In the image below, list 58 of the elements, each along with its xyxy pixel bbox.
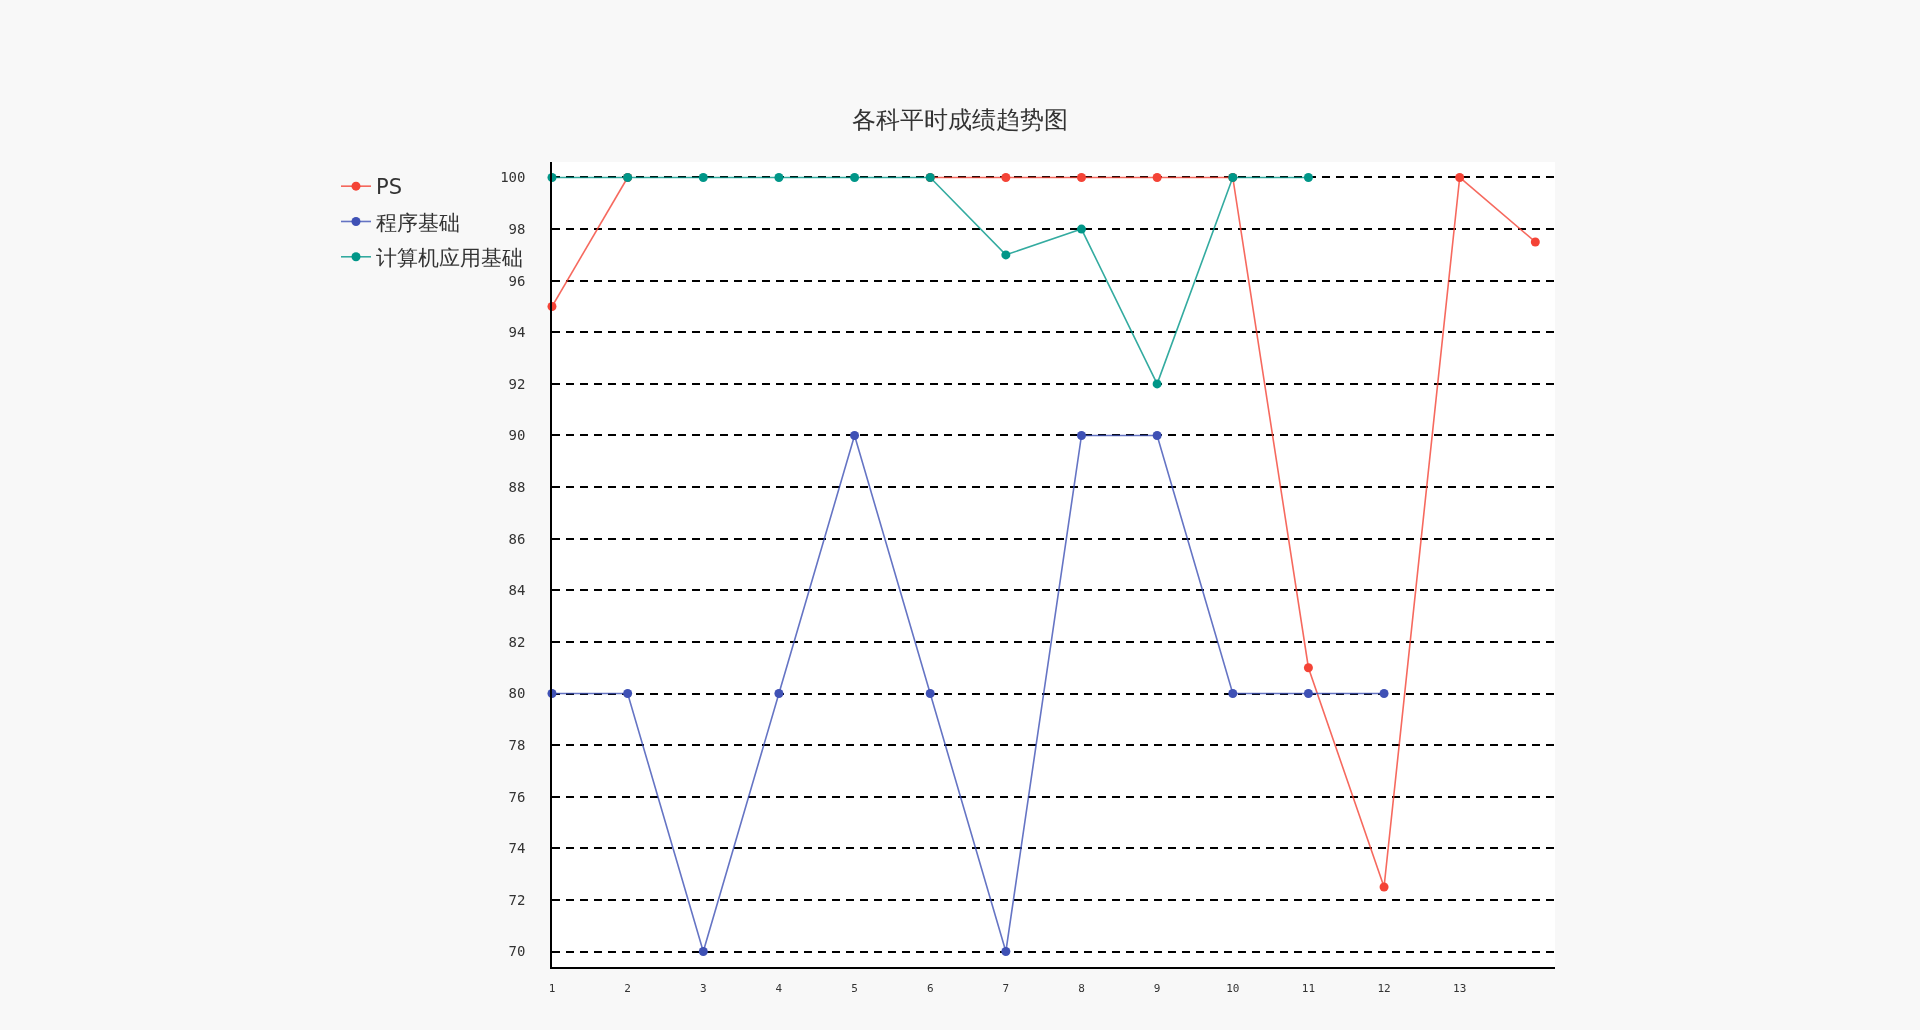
y-tick-label: 74 bbox=[508, 840, 526, 857]
x-tick-label: 5 bbox=[851, 981, 858, 995]
x-tick-label: 3 bbox=[699, 981, 707, 995]
x-tick-label: 8 bbox=[1078, 981, 1085, 995]
x-tick-label: 9 bbox=[1153, 981, 1161, 995]
y-tick-label: 72 bbox=[508, 891, 526, 908]
legend-label: 程序基础 bbox=[376, 210, 460, 235]
x-tick-label: 13 bbox=[1453, 981, 1467, 995]
point bbox=[1152, 172, 1162, 182]
point bbox=[623, 689, 633, 699]
legend-label: 计算机应用基础 bbox=[376, 245, 523, 270]
y-tick-label: 84 bbox=[508, 582, 526, 599]
point bbox=[1152, 379, 1162, 389]
y-tick-label: 96 bbox=[508, 272, 526, 289]
point bbox=[850, 172, 860, 182]
point bbox=[1455, 172, 1465, 182]
point bbox=[1379, 882, 1389, 892]
y-tick-label: 86 bbox=[508, 530, 526, 547]
x-tick-label: 4 bbox=[775, 981, 783, 995]
point bbox=[1379, 689, 1389, 699]
point bbox=[1076, 224, 1086, 234]
point bbox=[698, 947, 708, 957]
point bbox=[1303, 663, 1313, 673]
point bbox=[850, 430, 860, 440]
y-tick-label: 94 bbox=[508, 324, 526, 341]
y-tick-label: 80 bbox=[508, 685, 526, 702]
point bbox=[1001, 172, 1011, 182]
point bbox=[774, 689, 784, 699]
point bbox=[1228, 689, 1238, 699]
x-tick-label: 7 bbox=[1002, 981, 1010, 995]
y-tick-label: 98 bbox=[508, 220, 526, 237]
point bbox=[774, 172, 784, 182]
y-tick-label: 70 bbox=[508, 943, 526, 960]
y-tick-label: 88 bbox=[508, 479, 526, 495]
point bbox=[1530, 237, 1540, 247]
x-tick-label: 2 bbox=[624, 981, 631, 995]
x-tick-label: 6 bbox=[926, 981, 934, 995]
point bbox=[1303, 172, 1313, 182]
point bbox=[925, 689, 935, 699]
chart-title: 各科平时成绩趋势图 bbox=[852, 106, 1068, 135]
x-tick-label: 12 bbox=[1377, 981, 1391, 995]
y-tick-label: 92 bbox=[508, 375, 526, 392]
x-tick-label: 10 bbox=[1226, 981, 1240, 995]
y-tick-label: 82 bbox=[508, 633, 526, 650]
point bbox=[1001, 947, 1011, 957]
point bbox=[1152, 430, 1162, 440]
y-tick-label: 78 bbox=[508, 737, 526, 754]
y-tick-label: 76 bbox=[508, 788, 526, 805]
point bbox=[698, 172, 708, 182]
legend-label: PS bbox=[376, 175, 402, 200]
x-tick-label: 1 bbox=[548, 981, 556, 995]
point bbox=[1076, 172, 1086, 182]
y-tick-label: 90 bbox=[508, 427, 526, 444]
point bbox=[1076, 430, 1086, 440]
point bbox=[1001, 250, 1011, 260]
point bbox=[1303, 689, 1313, 699]
x-tick-label: 11 bbox=[1301, 981, 1316, 995]
y-tick-label: 100 bbox=[500, 169, 526, 186]
